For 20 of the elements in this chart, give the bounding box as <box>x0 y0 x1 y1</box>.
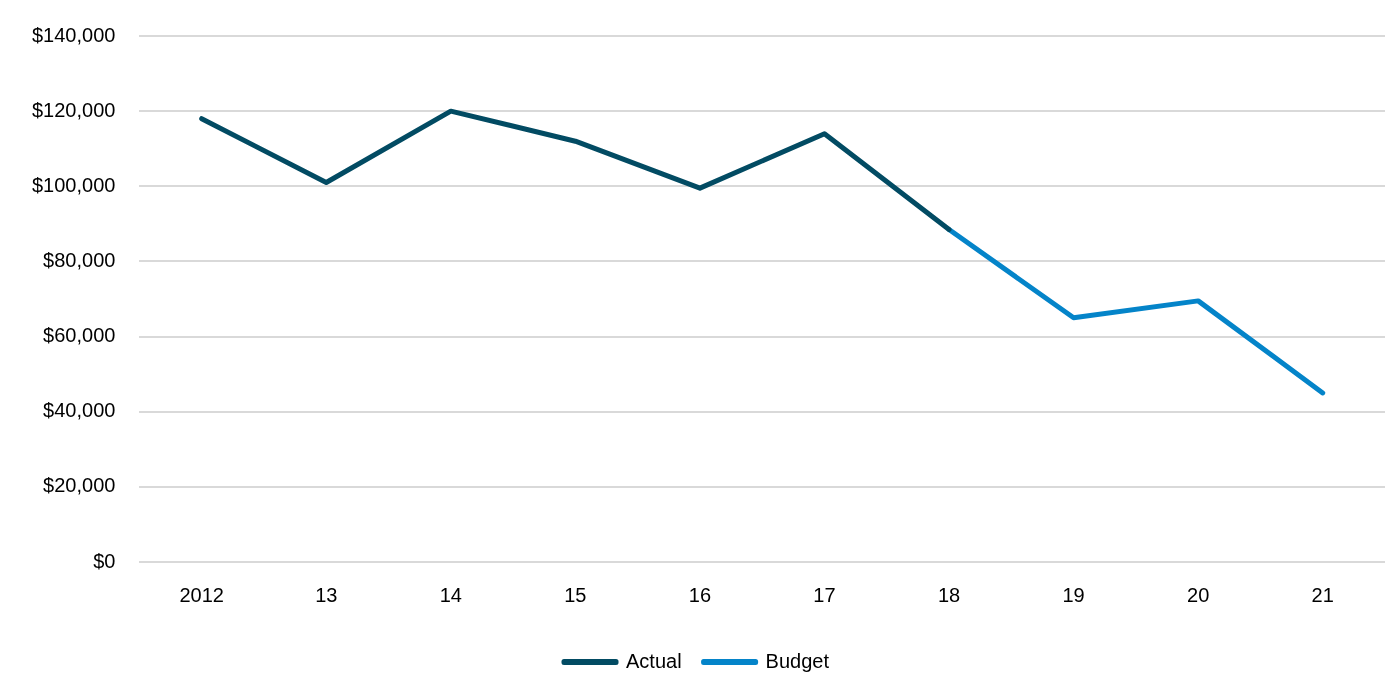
x-tick-label: 19 <box>1062 583 1085 606</box>
x-tick-label: 13 <box>315 583 338 606</box>
y-tick-label: $60,000 <box>43 324 116 347</box>
y-tick-label: $120,000 <box>32 98 116 121</box>
x-tick-label: 2012 <box>179 583 224 606</box>
x-tick-label: 16 <box>688 583 712 606</box>
y-tick-label: $20,000 <box>43 474 116 497</box>
legend-label: Budget <box>765 649 830 672</box>
y-tick-label: $80,000 <box>43 248 116 271</box>
x-tick-label: 15 <box>564 583 587 606</box>
x-tick-label: 18 <box>937 583 961 606</box>
x-tick-label: 17 <box>813 583 836 606</box>
x-tick-label: 21 <box>1311 583 1334 606</box>
y-tick-label: $100,000 <box>32 173 116 196</box>
x-tick-label: 14 <box>439 583 462 606</box>
y-tick-label: $0 <box>93 549 116 572</box>
legend-label: Actual <box>626 649 682 672</box>
y-tick-label: $40,000 <box>43 399 116 422</box>
x-tick-label: 20 <box>1187 583 1210 606</box>
y-tick-label: $140,000 <box>32 23 116 46</box>
